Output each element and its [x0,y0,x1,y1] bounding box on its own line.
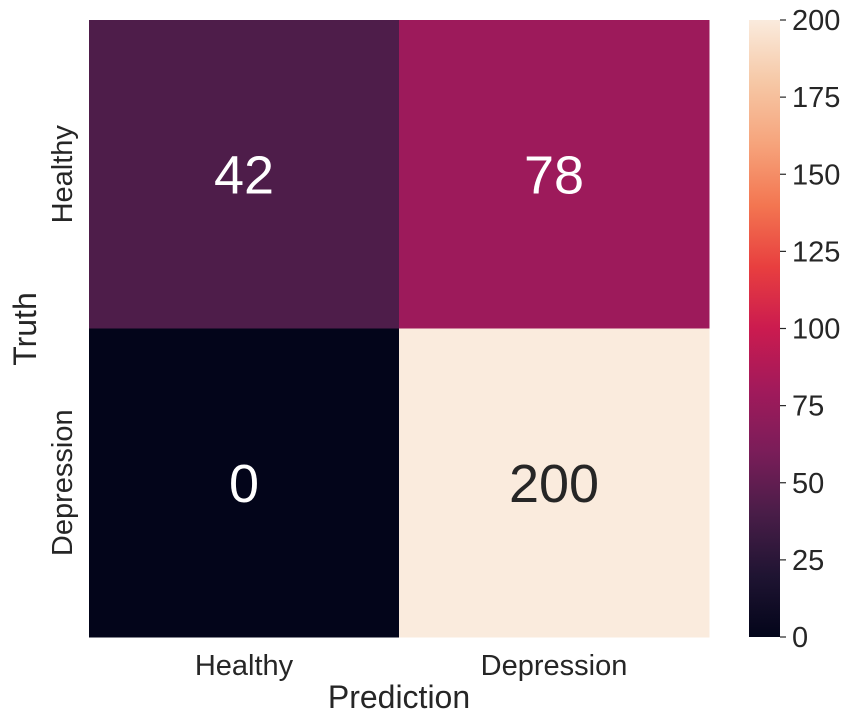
colorbar-tick-label: 25 [792,545,824,577]
heatmap-cells [89,20,710,638]
colorbar [749,20,780,637]
heatmap-cell-value: 200 [509,454,599,514]
heatmap-cell [89,20,400,329]
y-axis-tick-labels: Healthy Depression [47,125,79,557]
y-tick-label: Depression [47,409,79,556]
heatmap-cell [89,328,400,638]
x-tick-label: Healthy [195,650,294,682]
colorbar-tick-label: 100 [792,314,840,346]
colorbar-tick-label: 200 [792,5,840,37]
heatmap-cell-value: 42 [214,145,274,205]
heatmap-cell [399,20,710,329]
colorbar-tick-label: 150 [792,159,840,191]
heatmap-cell-value: 78 [524,145,584,205]
colorbar-tick-label: 125 [792,236,840,268]
heatmap-cell-value: 0 [229,454,259,514]
colorbar-tick-label: 0 [792,622,808,654]
x-axis-title: Prediction [328,679,470,715]
y-tick-label: Healthy [47,125,79,224]
y-axis-title: Truth [7,292,43,366]
colorbar-tick-label: 50 [792,468,824,500]
x-axis-tick-labels: Healthy Depression [195,650,628,682]
heatmap-cell [399,328,710,638]
colorbar-tick-label: 75 [792,391,824,423]
heatmap-cell-labels: 42 78 0 200 [214,145,599,514]
x-tick-label: Depression [481,650,628,682]
colorbar-tick-labels: 0 25 50 75 100 125 150 175 200 [780,5,840,654]
colorbar-tick-label: 175 [792,82,840,114]
